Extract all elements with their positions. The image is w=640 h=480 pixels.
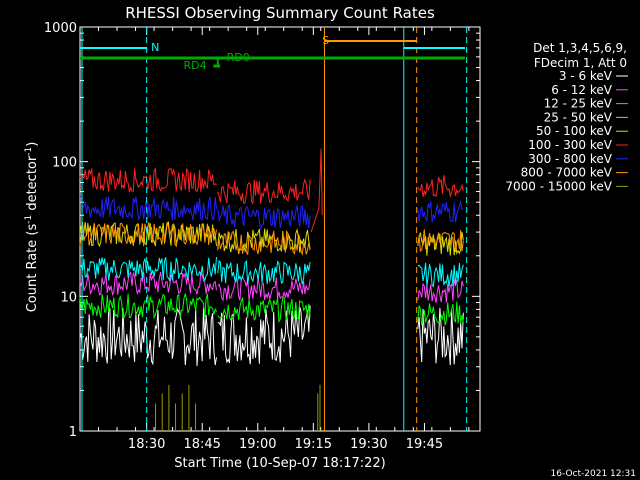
x-tick-label: 19:30: [350, 437, 387, 452]
y-tick-label: 1000: [44, 21, 77, 36]
series-line: [217, 296, 311, 324]
series-line: [217, 177, 311, 205]
x-tick-label: 18:45: [183, 437, 220, 452]
footer-timestamp: 16-Oct-2021 12:31: [551, 469, 636, 479]
series-line: [417, 279, 464, 303]
annotation-label-rd0: RD0: [227, 51, 250, 64]
series-line: [417, 232, 464, 256]
x-axis-label: Start Time (10-Sep-07 18:17:22): [174, 456, 385, 471]
series-line: [417, 262, 464, 288]
legend-label: 12 - 25 keV: [544, 97, 613, 111]
legend-label: 3 - 6 keV: [559, 69, 613, 83]
legend-title-line-2: FDecim 1, Att 0: [534, 56, 627, 70]
legend-label: 7000 - 15000 keV: [505, 179, 612, 193]
series-line: [417, 229, 464, 253]
legend-label: 6 - 12 keV: [551, 83, 613, 97]
series-line: [217, 204, 311, 231]
chart-title: RHESSI Observing Summary Count Rates: [125, 4, 435, 22]
series-line: [217, 274, 311, 302]
series-line: [417, 175, 464, 198]
plot-frame: [79, 26, 481, 432]
series-line: [217, 305, 311, 365]
y-tick-label: 10: [60, 290, 77, 305]
series-line: [417, 301, 464, 326]
y-tick-label: 100: [52, 156, 77, 171]
y-axis-label-tail: ): [25, 142, 40, 147]
annotation-label-rd4: RD4: [184, 59, 207, 72]
series-line: [79, 220, 217, 247]
x-tick-label: 19:00: [239, 437, 276, 452]
series-line: [79, 167, 217, 193]
legend-label: 800 - 7000 keV: [521, 166, 613, 180]
plot-area: 1000 100 10 1 18:30 18:45 19:00 19:15 19:30 19:45…: [44, 21, 481, 452]
x-tick-label: 19:45: [406, 437, 443, 452]
flare-spike: [310, 148, 323, 233]
y-axis-label-main: Count Rate (s: [25, 224, 40, 313]
x-tick-label: 18:30: [128, 437, 165, 452]
annotation-label-n: N: [151, 41, 159, 54]
series-line: [79, 221, 217, 248]
series-line: [79, 271, 217, 297]
series-line: [217, 228, 311, 253]
y-axis-label-mid: detector: [25, 155, 40, 215]
series-line: [79, 196, 217, 221]
annotation-label-s: S: [322, 34, 329, 47]
series-line: [217, 229, 311, 256]
y-axis-label: Count Rate (s-1 detector-1): [24, 142, 40, 313]
legend-label: 100 - 300 keV: [528, 138, 612, 152]
legend-title-line-1: Det 1,3,4,5,6,9,: [533, 41, 627, 55]
legend-label: 50 - 100 keV: [536, 124, 613, 138]
series-line: [217, 259, 311, 285]
legend-label: 300 - 800 keV: [528, 152, 612, 166]
x-tick-label: 19:15: [295, 437, 332, 452]
legend-label: 25 - 50 keV: [544, 110, 613, 124]
series-line: [79, 307, 217, 367]
y-tick-label: 1: [69, 425, 77, 440]
y-axis-label-sup: -1: [24, 215, 34, 224]
series-line: [417, 200, 464, 223]
series-line: [79, 292, 217, 320]
y-axis-label-sup2: -1: [24, 147, 34, 156]
series-line: [79, 256, 217, 283]
